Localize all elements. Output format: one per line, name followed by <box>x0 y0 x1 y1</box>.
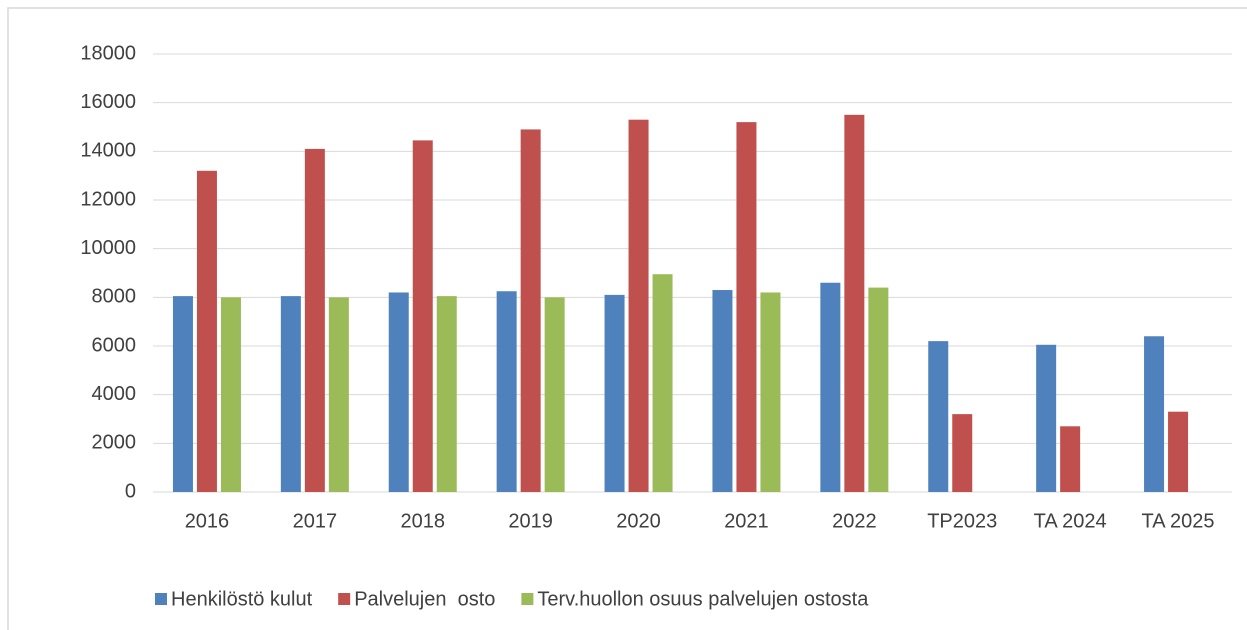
x-tick-label: 2018 <box>401 510 446 532</box>
y-tick-label: 2000 <box>92 432 137 454</box>
bar <box>520 129 541 492</box>
x-tick-label: 2016 <box>185 510 230 532</box>
bar <box>928 341 949 492</box>
bar <box>628 119 649 492</box>
y-tick-label: 16000 <box>80 91 136 113</box>
x-tick-label: TA 2024 <box>1034 510 1107 532</box>
bar <box>868 287 889 492</box>
legend-swatch <box>521 593 534 605</box>
bar <box>544 297 565 492</box>
bar <box>436 296 457 492</box>
bar <box>412 140 433 492</box>
y-tick-label: 18000 <box>80 42 136 64</box>
bar <box>1144 336 1165 492</box>
bar <box>604 294 625 492</box>
bar <box>712 290 733 492</box>
bar <box>736 122 757 492</box>
x-tick-label: 2019 <box>508 510 553 532</box>
y-tick-label: 6000 <box>92 334 137 356</box>
bar <box>220 297 241 492</box>
y-tick-label: 10000 <box>80 237 136 259</box>
bar <box>652 274 673 492</box>
bar <box>304 148 325 492</box>
bar <box>280 296 301 492</box>
legend-swatch <box>338 593 351 605</box>
x-tick-label: 2021 <box>724 510 769 532</box>
bar <box>1036 344 1057 492</box>
legend-label: Palvelujen osto <box>354 588 495 610</box>
bar <box>760 292 781 492</box>
y-tick-label: 14000 <box>80 140 136 162</box>
bar <box>820 282 841 492</box>
x-tick-label: TP2023 <box>927 510 997 532</box>
y-tick-label: 4000 <box>92 383 137 405</box>
x-tick-label: 2017 <box>293 510 338 532</box>
bar <box>1060 426 1081 492</box>
chart-border <box>7 7 1247 630</box>
bar <box>496 291 517 492</box>
legend-label: Henkilöstö kulut <box>171 588 313 610</box>
bar <box>844 114 865 492</box>
legend-swatch <box>155 593 167 605</box>
y-tick-label: 0 <box>125 480 136 502</box>
x-tick-label: 2020 <box>616 510 661 532</box>
bar <box>1168 411 1189 492</box>
x-tick-label: TA 2025 <box>1142 510 1215 532</box>
bar <box>172 296 193 492</box>
y-tick-label: 8000 <box>92 286 137 308</box>
legend-label: Terv.huollon osuus palvelujen ostosta <box>537 588 869 610</box>
x-tick-label: 2022 <box>832 510 877 532</box>
bar <box>388 292 409 492</box>
y-tick-label: 12000 <box>80 188 136 210</box>
bar <box>196 170 217 493</box>
bar <box>328 297 349 492</box>
bar <box>952 414 973 492</box>
